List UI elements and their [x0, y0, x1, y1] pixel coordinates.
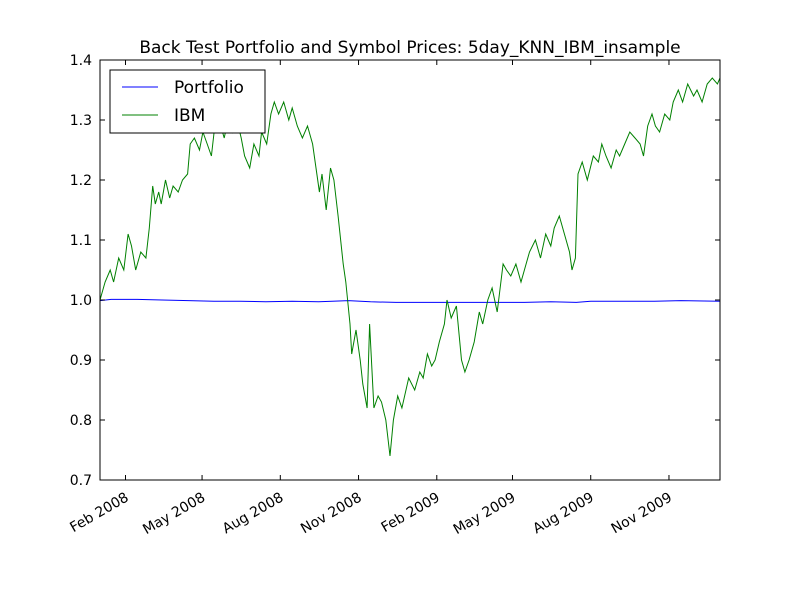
x-tick-label: May 2008 [140, 490, 208, 538]
plot-frame [99, 59, 721, 481]
x-tick-label: Feb 2009 [379, 490, 443, 536]
y-tick-label: 0.8 [70, 413, 92, 429]
chart-title: Back Test Portfolio and Symbol Prices: 5… [139, 38, 680, 58]
legend-box [109, 69, 266, 134]
x-tick-label: Aug 2009 [530, 490, 596, 538]
y-tick-label: 0.7 [70, 473, 92, 489]
x-tick-label: Nov 2008 [298, 490, 364, 538]
legend-label-ibm: IBM [174, 106, 205, 126]
x-tick-label: Nov 2009 [609, 490, 675, 538]
legend: Portfolio IBM [109, 69, 266, 134]
y-tick-label: 1.0 [70, 293, 92, 309]
x-tick-label: May 2009 [451, 490, 519, 538]
y-tick-label: 1.1 [70, 233, 92, 249]
legend-label-portfolio: Portfolio [174, 78, 244, 98]
x-tick-label: Aug 2008 [220, 490, 286, 538]
series-layer [99, 77, 721, 457]
y-axis: 0.7 0.8 0.9 1.0 1.1 1.2 1.3 1.4 [70, 53, 720, 489]
y-tick-label: 1.2 [70, 173, 92, 189]
series-line-portfolio [99, 298, 721, 303]
y-tick-label: 0.9 [70, 353, 92, 369]
series-line-ibm [99, 77, 721, 457]
y-tick-label: 1.3 [70, 113, 92, 129]
x-tick-label: Feb 2008 [67, 490, 131, 536]
y-tick-label: 1.4 [70, 53, 92, 69]
